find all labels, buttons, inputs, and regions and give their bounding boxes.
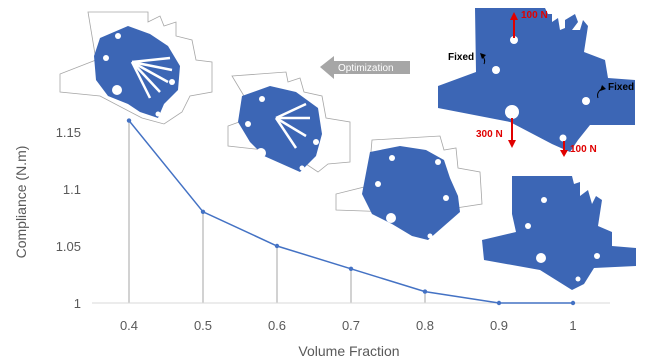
optimization-arrow: Optimization <box>320 56 410 79</box>
y-tick-label-0: 1 <box>74 296 81 311</box>
y-tick-label-2: 1.1 <box>63 182 81 197</box>
topology-vf-0.4 <box>59 11 213 125</box>
optimization-arrow-icon <box>320 56 410 79</box>
x-axis-title: Volume Fraction <box>298 343 399 359</box>
optimization-label: Optimization <box>338 63 394 74</box>
y-tick-labels: 1 1.05 1.1 1.15 <box>56 125 81 311</box>
design-domain-illustration: Fixed Fixed 100 N 300 N 100 N <box>438 8 635 157</box>
data-point-3 <box>348 266 354 271</box>
data-point-6 <box>570 300 576 306</box>
y-axis-title: Compliance (N.m) <box>13 146 29 259</box>
data-point-0 <box>126 118 132 123</box>
data-point-4 <box>422 289 428 294</box>
drop-lines <box>128 120 426 303</box>
x-tick-label-5: 0.9 <box>490 318 508 333</box>
data-point-5 <box>496 300 502 306</box>
load-label-bottom-right: 100 N <box>570 144 597 155</box>
x-tick-label-2: 0.6 <box>268 318 286 333</box>
x-tick-label-4: 0.8 <box>416 318 434 333</box>
x-tick-label-1: 0.5 <box>194 318 212 333</box>
x-tick-labels: 0.4 0.5 0.6 0.7 0.8 0.9 1 <box>120 318 577 333</box>
topology-vf-1.0 <box>482 176 636 290</box>
load-label-top: 100 N <box>521 10 548 21</box>
load-label-bottom-left: 300 N <box>476 129 503 140</box>
y-tick-label-3: 1.15 <box>56 125 81 140</box>
topology-illustrations: Fixed Fixed 100 N 300 N 100 N Optimizati… <box>59 8 636 290</box>
x-tick-label-3: 0.7 <box>342 318 360 333</box>
data-point-2 <box>274 243 280 249</box>
topology-vf-0.6 <box>227 71 351 173</box>
data-points <box>126 118 576 306</box>
design-domain-shape <box>438 8 635 152</box>
fixed-label-right: Fixed <box>608 82 634 93</box>
x-tick-label-0: 0.4 <box>120 318 138 333</box>
topology-vf-0.8 <box>335 135 483 240</box>
data-point-1 <box>200 209 206 214</box>
fixed-label-left: Fixed <box>448 52 474 63</box>
x-tick-label-6: 1 <box>569 318 576 333</box>
y-tick-label-1: 1.05 <box>56 239 81 254</box>
